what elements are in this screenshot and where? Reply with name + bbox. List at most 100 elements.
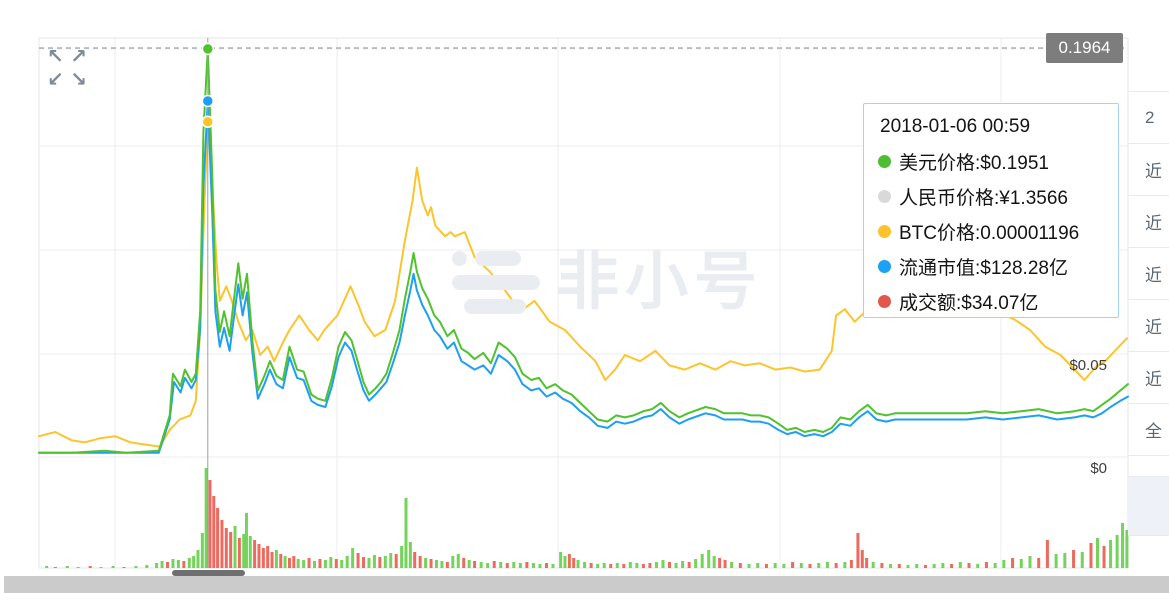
arrow-down-left-icon: ↙	[47, 69, 64, 91]
y-axis-label-005: $0.05	[1069, 357, 1107, 374]
volume-bar	[434, 560, 438, 568]
series-line-美元价格	[38, 47, 1129, 454]
volume-bar	[424, 558, 428, 568]
volume-bar	[648, 563, 652, 568]
volume-bar	[440, 561, 444, 568]
chart-tooltip: 2018-01-06 00:59 美元价格:$0.1951 人民币价格:¥1.3…	[863, 103, 1119, 318]
volume-bar	[628, 562, 632, 568]
volume-bar	[257, 544, 261, 568]
volume-bar	[445, 562, 449, 568]
volume-bar	[134, 566, 138, 568]
volume-bar	[1072, 550, 1076, 568]
volume-bar	[404, 498, 408, 568]
volume-bar	[622, 564, 626, 568]
volume-bar	[1121, 523, 1125, 568]
expand-fullscreen-icon[interactable]: ↖ ↗ ↙ ↘	[44, 46, 90, 92]
volume-bar	[270, 552, 274, 568]
tooltip-row-label: BTC价格:0.00001196	[899, 223, 1080, 244]
volume-bar	[700, 554, 704, 568]
volume-bar	[65, 566, 69, 568]
volume-bar	[340, 560, 344, 568]
volume-bar	[791, 562, 795, 568]
volume-bar	[572, 558, 576, 568]
volume-bar	[865, 558, 869, 568]
volume-bar	[287, 558, 291, 568]
volume-bar	[279, 554, 283, 568]
volume-bar	[122, 567, 126, 568]
volume-bar	[274, 550, 278, 568]
volume-bar	[242, 534, 246, 568]
crosshair-marker-美元价格	[201, 42, 215, 56]
volume-bar	[738, 563, 742, 568]
side-panel-row[interactable]: 近	[1128, 144, 1169, 196]
volume-bar	[345, 556, 349, 568]
volume-bar	[531, 563, 535, 568]
volume-bar	[176, 560, 180, 568]
volume-bar	[261, 548, 265, 568]
volume-bar	[559, 552, 563, 568]
side-panel-row[interactable]: 近	[1128, 352, 1169, 404]
volume-bar	[1125, 530, 1129, 568]
volume-bar	[212, 496, 216, 568]
volume-bar	[915, 564, 919, 568]
side-panel-row[interactable]: 近	[1128, 196, 1169, 248]
tooltip-row-label: 美元价格:$0.1951	[899, 153, 1049, 174]
volume-bar	[849, 560, 853, 568]
usd-series-dot	[878, 155, 891, 168]
volume-bar	[932, 564, 936, 568]
volume-bar	[53, 567, 57, 568]
arrow-down-right-icon: ↘	[70, 69, 87, 91]
volume-bar	[220, 520, 224, 568]
side-panel-row[interactable]: 近	[1128, 248, 1169, 300]
side-panel-row[interactable]: 2	[1128, 92, 1169, 144]
volume-bar	[583, 562, 587, 568]
volume-bar	[192, 556, 196, 568]
volume-bar	[248, 536, 252, 568]
volume-bar	[808, 564, 812, 568]
volume-bar	[871, 562, 875, 568]
volume-bar	[362, 557, 366, 568]
volume-bar	[155, 563, 159, 568]
volume-bar	[897, 564, 901, 568]
volume-bar	[993, 563, 997, 568]
volume-bar	[200, 533, 204, 568]
side-panel-row[interactable]: 全	[1128, 404, 1169, 456]
volume-bar	[88, 566, 92, 568]
volume-bar	[1028, 556, 1032, 568]
arrow-up-left-icon: ↖	[47, 46, 64, 68]
volume-bar	[860, 550, 864, 568]
volume-bar	[318, 559, 322, 568]
crosshair-marker-流通市值	[201, 94, 215, 108]
volume-bar	[1115, 535, 1119, 568]
volume-bar	[334, 559, 338, 568]
volume-bar	[307, 558, 311, 568]
volume-bar	[668, 562, 672, 568]
volume-bar	[518, 563, 522, 568]
volume-bar	[418, 556, 422, 568]
volume-bar	[486, 563, 490, 568]
volume-bar	[400, 546, 404, 568]
volume-bar	[694, 559, 698, 568]
chart-scrollbar-thumb[interactable]	[172, 570, 245, 576]
volume-bar	[266, 546, 270, 568]
volume-bar	[467, 560, 471, 568]
side-panel-row	[1128, 456, 1169, 477]
volume-bar	[45, 566, 49, 568]
chart-scrollbar-track	[4, 576, 1169, 593]
btc-series-dot	[878, 225, 891, 238]
volume-bar	[782, 564, 786, 568]
volume-bar	[1109, 540, 1113, 568]
volume-bar	[880, 563, 884, 568]
tooltip-row-label: 成交额:$34.07亿	[899, 293, 1039, 314]
volume-bar	[182, 561, 186, 568]
y-axis-label-0: $0	[1090, 460, 1107, 477]
volume-bar	[602, 563, 606, 568]
volume-bar	[237, 538, 241, 568]
volume-bar	[1037, 558, 1041, 568]
side-panel-row[interactable]: 近	[1128, 300, 1169, 352]
volume-bar	[244, 513, 248, 568]
volume-bar	[208, 480, 212, 568]
